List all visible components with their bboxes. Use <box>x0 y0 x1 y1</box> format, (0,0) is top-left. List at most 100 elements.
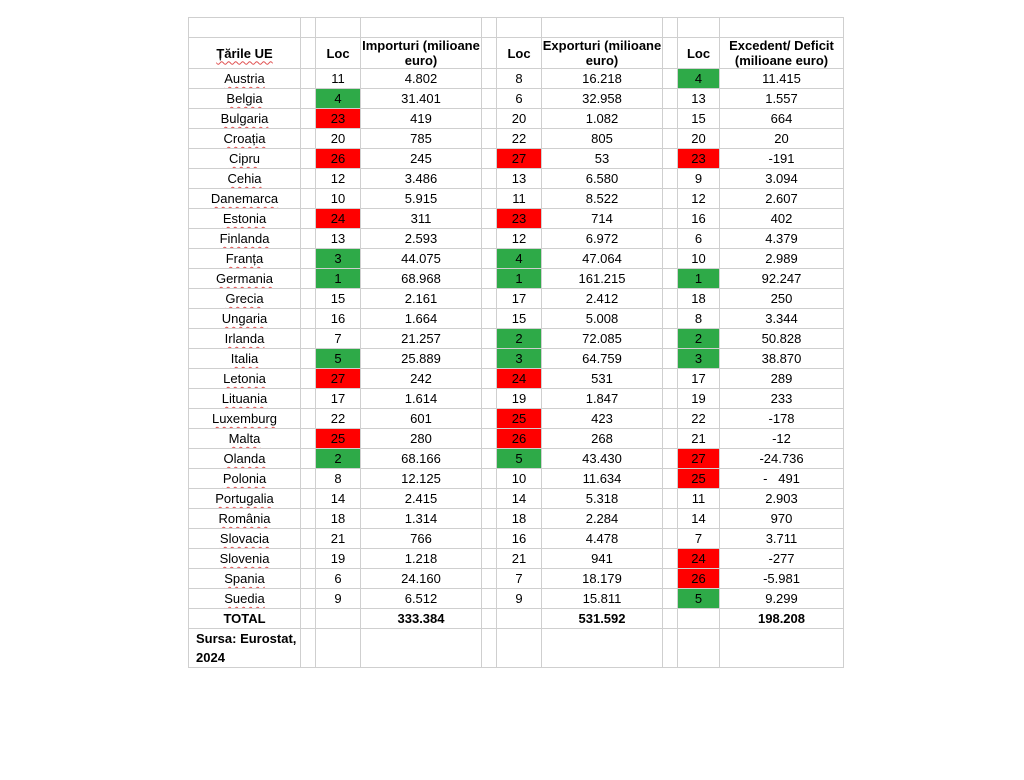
rank-exports-cell: 9 <box>496 588 542 609</box>
balance-cell: 20 <box>719 128 844 149</box>
header-balance: Excedent/ Deficit (milioane euro) <box>719 37 844 69</box>
exports-cell: 43.430 <box>541 448 663 469</box>
spacer-cell <box>481 268 497 289</box>
rank-balance-cell: 21 <box>677 428 720 449</box>
rank-exports-cell: 26 <box>496 428 542 449</box>
imports-cell: 601 <box>360 408 482 429</box>
imports-cell: 785 <box>360 128 482 149</box>
spacer-cell <box>300 468 316 489</box>
exports-cell: 423 <box>541 408 663 429</box>
trade-table: Țările UE Loc Importuri (milioane euro) … <box>188 17 844 668</box>
spacer-cell <box>662 228 678 249</box>
country-cell: Cipru <box>188 148 301 169</box>
rank-imports-cell: 17 <box>315 388 361 409</box>
table-row: Bulgaria 23 419 20 1.082 15 664 <box>188 108 844 129</box>
spacer-cell <box>481 548 497 569</box>
exports-cell: 5.318 <box>541 488 663 509</box>
table-row: Ungaria 16 1.664 15 5.008 8 3.344 <box>188 308 844 329</box>
country-cell: Germania <box>188 268 301 289</box>
table-row: Luxemburg 22 601 25 423 22 -178 <box>188 408 844 429</box>
rank-imports-cell: 26 <box>315 148 361 169</box>
spacer-cell <box>481 428 497 449</box>
header-country: Țările UE <box>188 37 301 69</box>
imports-cell: 766 <box>360 528 482 549</box>
rank-balance-cell: 11 <box>677 488 720 509</box>
balance-cell: 970 <box>719 508 844 529</box>
spacer-cell <box>662 188 678 209</box>
country-cell: Franța <box>188 248 301 269</box>
country-cell: Slovacia <box>188 528 301 549</box>
rank-imports-cell: 14 <box>315 488 361 509</box>
spacer-cell <box>300 428 316 449</box>
total-balance: 198.208 <box>719 608 844 629</box>
country-cell: Suedia <box>188 588 301 609</box>
country-cell: România <box>188 508 301 529</box>
spacer-cell <box>300 588 316 609</box>
country-name: Slovenia <box>219 551 270 566</box>
country-cell: Danemarca <box>188 188 301 209</box>
rank-imports-cell: 12 <box>315 168 361 189</box>
spacer-cell <box>481 88 497 109</box>
rank-exports-cell: 18 <box>496 508 542 529</box>
country-cell: Bulgaria <box>188 108 301 129</box>
table-row: Germania 1 68.968 1 161.215 1 92.247 <box>188 268 844 289</box>
table-row: Finlanda 13 2.593 12 6.972 6 4.379 <box>188 228 844 249</box>
imports-cell: 2.593 <box>360 228 482 249</box>
rank-balance-cell: 2 <box>677 328 720 349</box>
balance-cell: 289 <box>719 368 844 389</box>
spacer-cell <box>662 208 678 229</box>
imports-cell: 1.614 <box>360 388 482 409</box>
country-cell: Austria <box>188 68 301 89</box>
rank-imports-cell: 27 <box>315 368 361 389</box>
country-cell: Cehia <box>188 168 301 189</box>
rank-balance-cell: 24 <box>677 548 720 569</box>
rank-imports-cell: 23 <box>315 108 361 129</box>
spacer-cell <box>662 348 678 369</box>
spacer-cell <box>481 448 497 469</box>
country-cell: Irlanda <box>188 328 301 349</box>
imports-cell: 280 <box>360 428 482 449</box>
balance-cell: 50.828 <box>719 328 844 349</box>
country-name: Estonia <box>222 211 267 226</box>
rank-imports-cell: 4 <box>315 88 361 109</box>
header-spacer-row <box>188 17 844 38</box>
spacer-cell <box>300 348 316 369</box>
spacer-cell <box>481 388 497 409</box>
imports-cell: 2.161 <box>360 288 482 309</box>
spacer-cell <box>300 368 316 389</box>
spacer-cell <box>300 68 316 89</box>
table-row: România 18 1.314 18 2.284 14 970 <box>188 508 844 529</box>
rank-exports-cell: 5 <box>496 448 542 469</box>
rank-balance-cell: 13 <box>677 88 720 109</box>
balance-cell: 233 <box>719 388 844 409</box>
exports-cell: 15.811 <box>541 588 663 609</box>
source-row: Sursa: Eurostat, 2024 <box>188 628 844 668</box>
table-row: Austria 11 4.802 8 16.218 4 11.415 <box>188 68 844 89</box>
rank-imports-cell: 22 <box>315 408 361 429</box>
exports-cell: 714 <box>541 208 663 229</box>
rank-exports-cell: 1 <box>496 268 542 289</box>
spacer-cell <box>662 268 678 289</box>
table-row: Cehia 12 3.486 13 6.580 9 3.094 <box>188 168 844 189</box>
spacer-cell <box>481 468 497 489</box>
country-name: Luxemburg <box>211 411 278 426</box>
balance-cell: -191 <box>719 148 844 169</box>
spacer-cell <box>481 68 497 89</box>
exports-cell: 16.218 <box>541 68 663 89</box>
exports-cell: 53 <box>541 148 663 169</box>
spacer-cell <box>662 68 678 89</box>
spacer-cell <box>662 288 678 309</box>
header-imports: Importuri (milioane euro) <box>360 37 482 69</box>
country-name: Bulgaria <box>220 111 269 126</box>
spacer-cell <box>481 208 497 229</box>
spacer-cell <box>662 468 678 489</box>
spacer-cell <box>662 568 678 589</box>
spacer-cell <box>300 268 316 289</box>
balance-cell: 2.989 <box>719 248 844 269</box>
rank-exports-cell: 23 <box>496 208 542 229</box>
country-cell: Croația <box>188 128 301 149</box>
exports-cell: 64.759 <box>541 348 663 369</box>
spacer-cell <box>481 108 497 129</box>
header-loc-balance: Loc <box>677 37 720 69</box>
header-row: Țările UE Loc Importuri (milioane euro) … <box>188 37 844 69</box>
